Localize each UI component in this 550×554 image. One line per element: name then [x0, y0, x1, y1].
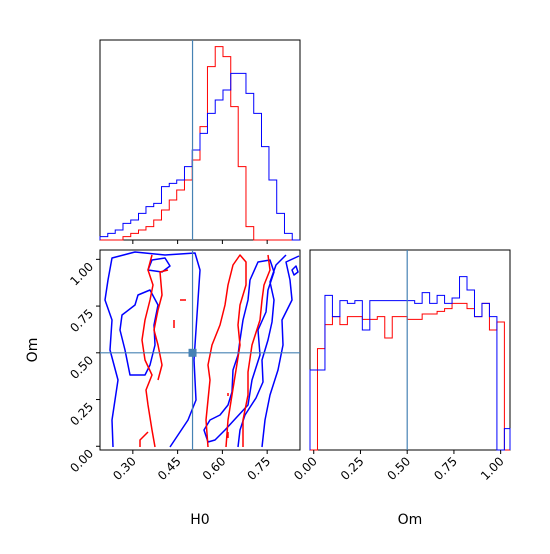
- hist-H0-series-1: [99, 72, 300, 241]
- contour-blue-inner: [119, 289, 159, 376]
- contour-red-right-outer: [205, 254, 247, 448]
- contour-frame: [99, 249, 301, 451]
- contour-blue-top-dot: [291, 265, 299, 276]
- contour-red-outer-left: [141, 254, 156, 448]
- y-axis-label-om: Om: [25, 338, 41, 363]
- hist-h0-frame: [99, 39, 301, 241]
- contour-red-right-inner: [242, 254, 271, 447]
- contour-blue-right-outer: [261, 255, 300, 448]
- contour-panel: [100, 250, 300, 450]
- hist-h0-panel: [99, 40, 300, 241]
- contour-blue-outer: [104, 251, 201, 448]
- contour-blue-right-inner: [203, 259, 275, 443]
- truth-marker: [188, 348, 197, 357]
- hist-Om-series-1: [309, 276, 511, 451]
- x-axis-label-om: Om: [398, 512, 423, 528]
- contour-red-outer-left-2: [139, 431, 149, 447]
- hist-om-panel: [309, 250, 511, 451]
- x-axis-label-h0: H0: [190, 512, 209, 528]
- hist-om-frame: [309, 249, 511, 451]
- contour-red-inner-left: [153, 269, 169, 381]
